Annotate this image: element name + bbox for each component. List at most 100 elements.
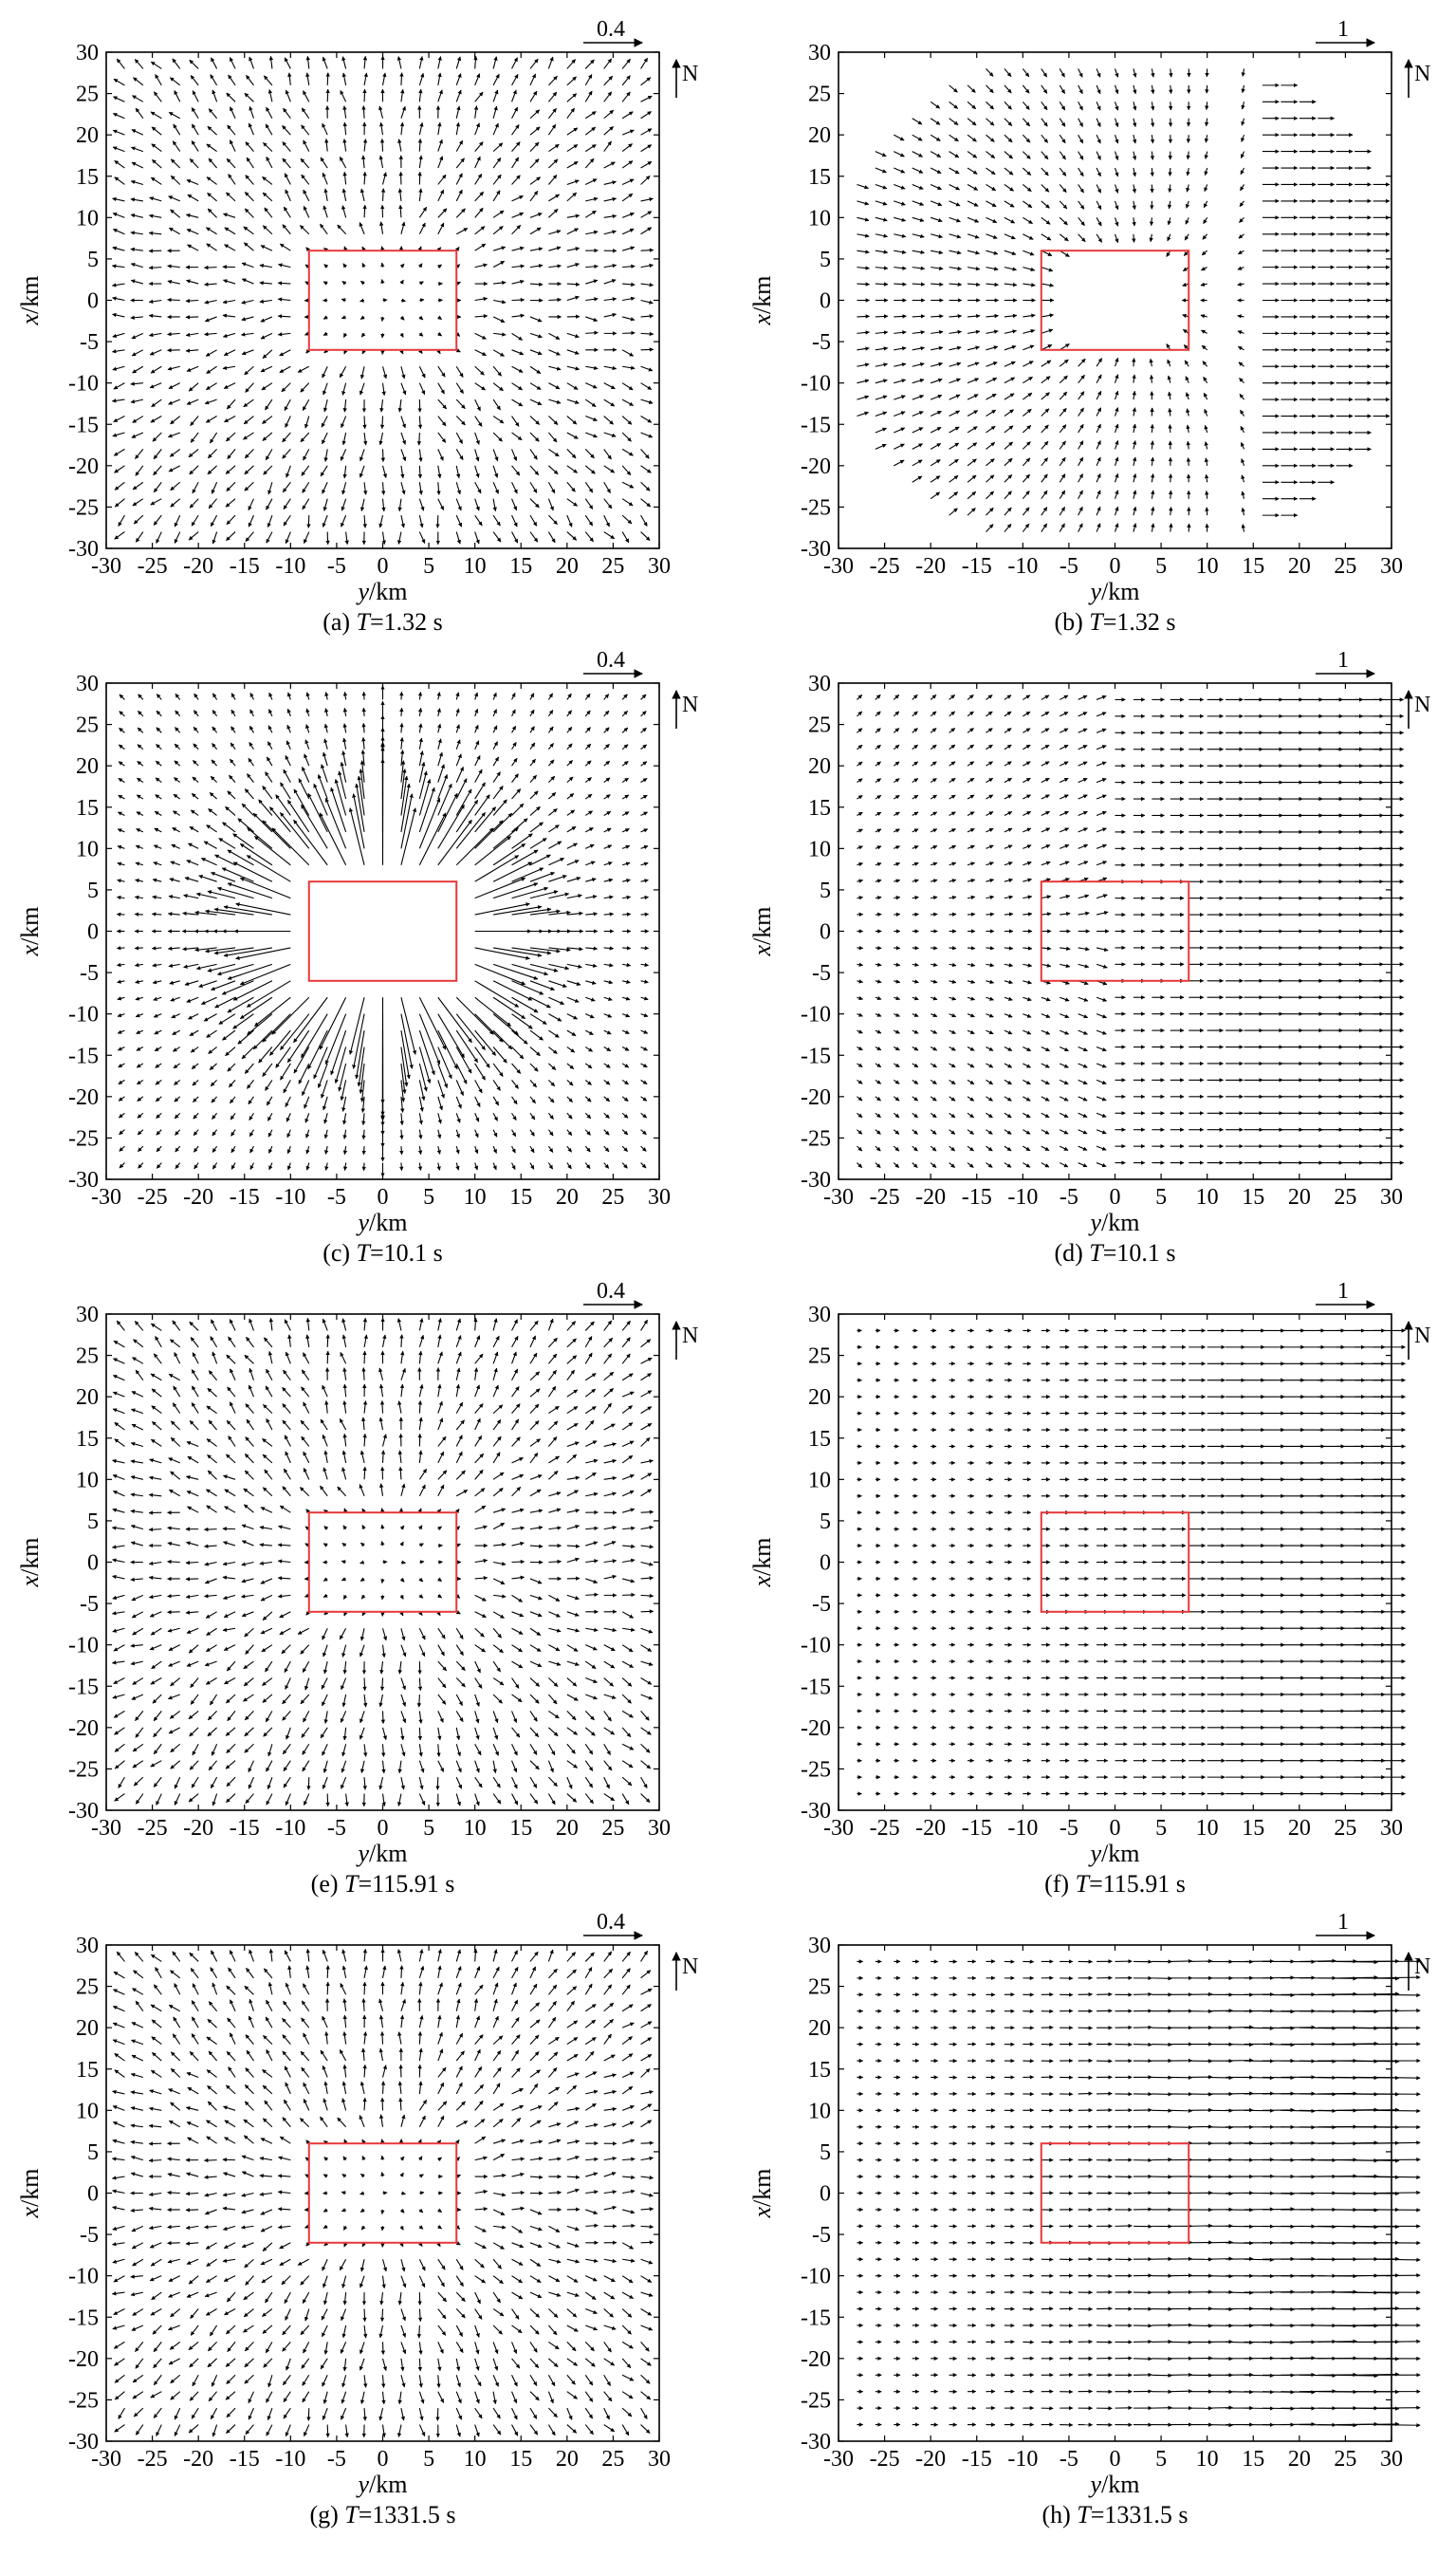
field-vector <box>493 280 507 286</box>
field-vector <box>243 1677 254 1687</box>
field-vector <box>949 118 959 126</box>
x-tick-label: -10 <box>275 1816 305 1841</box>
field-vector <box>170 861 180 866</box>
field-vector <box>857 979 864 984</box>
field-vector <box>418 1484 426 1497</box>
field-vector <box>621 1454 634 1464</box>
field-vector <box>279 1505 291 1513</box>
field-vector <box>640 498 652 508</box>
field-vector <box>1096 134 1101 144</box>
field-vector <box>1023 376 1033 384</box>
field-vector <box>986 377 998 384</box>
field-vector <box>418 787 435 833</box>
field-vector <box>894 996 901 1001</box>
field-vector <box>1149 233 1153 243</box>
field-vector <box>359 1450 365 1464</box>
field-vector <box>1133 472 1137 483</box>
field-vector <box>912 134 923 141</box>
field-vector <box>986 878 995 883</box>
field-vector <box>360 1096 365 1113</box>
field-vector <box>585 297 599 302</box>
field-vector <box>1240 167 1245 176</box>
panel-caption: (d) T=10.1 s <box>1054 1239 1175 1267</box>
field-vector <box>894 266 907 270</box>
field-vector <box>566 693 572 700</box>
field-vector <box>603 398 616 407</box>
field-vector <box>381 1793 386 1807</box>
field-vector <box>1132 217 1136 227</box>
x-tick-label: 20 <box>556 1185 579 1210</box>
field-vector <box>912 250 925 254</box>
field-vector <box>437 1660 448 1672</box>
field-vector <box>378 155 384 169</box>
field-vector <box>279 1627 291 1636</box>
field-vector <box>397 1661 402 1675</box>
field-vector <box>894 811 900 816</box>
field-vector <box>286 724 291 733</box>
field-vector <box>261 382 273 391</box>
field-vector <box>949 314 963 319</box>
field-vector <box>492 1611 505 1619</box>
field-vector <box>529 1627 542 1637</box>
field-vector <box>548 1420 559 1431</box>
y-tick-label: -30 <box>68 537 99 562</box>
field-vector <box>967 777 975 784</box>
field-vector <box>857 828 863 833</box>
field-vector <box>341 72 347 85</box>
field-vector <box>931 979 938 984</box>
field-vector <box>1059 1145 1069 1151</box>
field-vector <box>396 56 402 69</box>
field-vector <box>118 1046 125 1051</box>
field-vector <box>622 979 631 984</box>
field-vector <box>566 726 573 733</box>
field-vector <box>455 416 466 426</box>
field-vector <box>188 843 199 849</box>
field-vector <box>603 481 611 493</box>
field-vector <box>511 57 519 69</box>
field-vector <box>192 482 199 494</box>
field-vector <box>262 1487 273 1497</box>
field-vector <box>603 230 617 235</box>
field-vector <box>1041 810 1050 816</box>
field-vector <box>585 264 599 269</box>
field-vector <box>417 1400 423 1414</box>
field-vector <box>603 126 614 136</box>
field-vector <box>252 1029 273 1050</box>
field-vector <box>622 879 631 883</box>
field-vector <box>112 129 125 136</box>
x-tick-label: 10 <box>464 1185 487 1210</box>
x-tick-label: -5 <box>327 1185 346 1210</box>
field-vector <box>286 1727 291 1740</box>
field-vector <box>286 1029 310 1064</box>
field-vector <box>1096 390 1102 400</box>
field-vector <box>1168 490 1173 499</box>
field-vector <box>585 878 597 882</box>
field-vector <box>323 1593 328 1598</box>
field-vector <box>640 111 652 120</box>
field-vector <box>138 1162 144 1169</box>
field-vector <box>949 183 961 191</box>
field-vector <box>986 524 994 532</box>
field-vector <box>300 1694 310 1705</box>
field-vector <box>419 298 425 303</box>
field-vector <box>222 365 236 370</box>
field-vector <box>912 912 919 917</box>
field-vector <box>585 330 599 335</box>
field-vector <box>381 72 387 85</box>
field-vector <box>155 1336 162 1348</box>
field-vector <box>640 1357 653 1364</box>
field-vector <box>894 979 901 984</box>
field-vector <box>207 208 217 218</box>
field-vector <box>341 1450 347 1464</box>
field-vector <box>223 1474 236 1480</box>
field-vector <box>912 996 919 1001</box>
field-vector <box>1023 996 1032 1002</box>
field-vector <box>603 1063 611 1068</box>
field-vector <box>585 1559 599 1564</box>
field-vector <box>249 105 254 119</box>
field-vector <box>213 947 254 955</box>
field-vector <box>912 1063 919 1068</box>
field-vector <box>474 191 485 202</box>
field-vector <box>193 760 199 767</box>
field-vector <box>529 1420 540 1431</box>
